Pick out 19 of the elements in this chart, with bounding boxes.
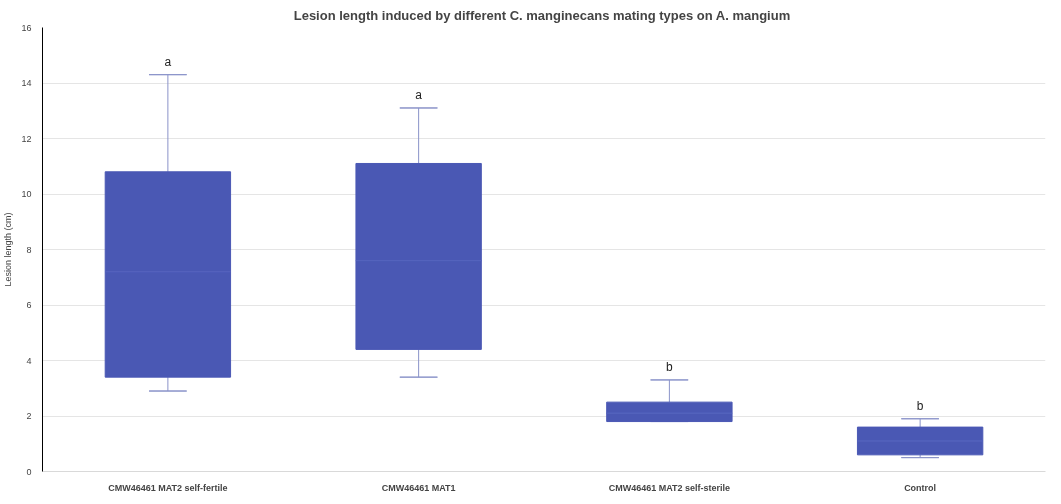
x-tick-label: CMW46461 MAT2 self-sterile [608,482,731,493]
chart-title: Lesion length induced by different C. manginecans mating types on A. mangium [293,7,791,23]
x-tick-label: Control [904,482,937,493]
y-tick-label: 0 [26,466,32,477]
annotation: a [164,54,172,69]
x-tick-label: CMW46461 MAT1 [381,482,456,493]
y-tick-label: 12 [21,133,32,144]
annotation: a [415,87,423,102]
y-tick-label: 6 [26,300,32,310]
y-tick-label: 8 [26,244,32,255]
y-tick-label: 16 [21,22,32,33]
y-tick-label: 2 [26,411,32,421]
y-tick-label: 10 [21,189,32,199]
annotation: b [666,359,674,374]
x-tick-label: CMW46461 MAT2 self-fertile [108,482,228,493]
y-tick-label: 14 [21,78,32,88]
y-axis-title: Lesion length (cm) [3,212,14,287]
annotation: b [916,398,924,413]
y-tick-label: 4 [26,355,32,366]
